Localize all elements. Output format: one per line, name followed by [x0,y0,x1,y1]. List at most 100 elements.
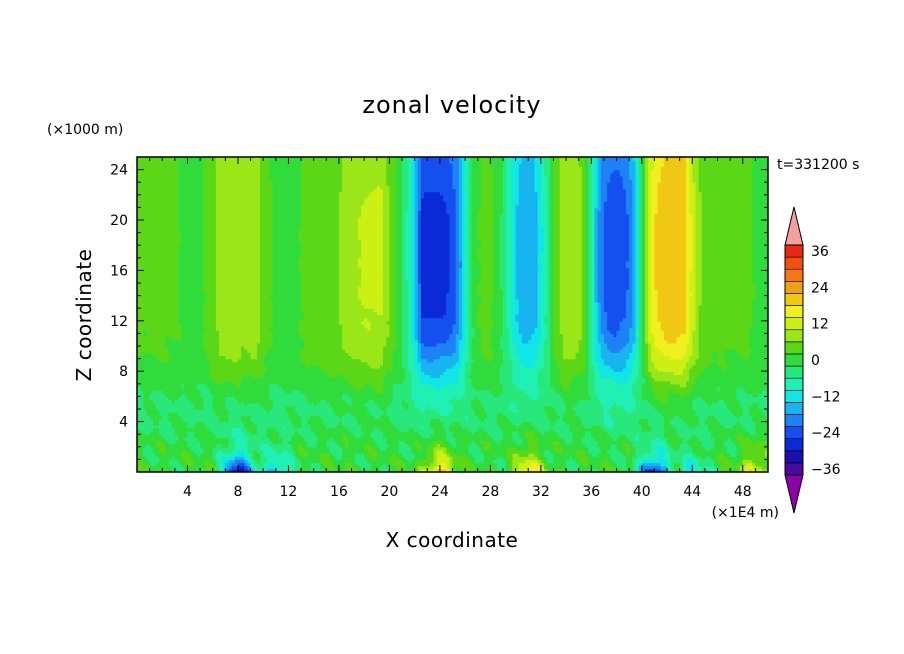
field-cell [256,238,261,243]
field-cell [196,364,201,369]
field-cell [215,409,220,413]
field-cell [237,251,242,256]
field-cell [193,276,198,281]
field-cell [253,336,258,341]
field-cell [143,160,148,164]
field-cell [241,179,245,183]
field-cell [178,201,182,205]
field-cell [241,311,245,316]
field-cell [155,374,160,379]
field-cell [165,292,170,297]
field-cell [155,257,160,262]
field-cell [184,437,189,442]
field-cell [178,412,182,416]
field-cell [250,368,255,372]
field-cell [256,355,261,360]
field-cell [222,163,226,168]
field-cell [190,361,195,366]
field-cell [263,311,267,316]
field-cell [250,235,255,240]
field-cell [190,342,195,347]
field-cell [222,358,226,363]
field-cell [244,431,249,435]
field-cell [203,440,208,445]
field-cell [219,468,223,472]
field-cell [152,185,157,190]
field-cell [193,317,198,322]
field-cell [241,424,245,429]
field-cell [155,201,160,205]
field-cell [178,172,182,177]
field-cell [215,157,220,161]
field-cell [165,182,170,186]
field-cell [187,446,192,451]
field-cell [140,314,144,319]
field-cell [152,456,157,460]
field-cell [203,453,208,457]
field-cell [146,283,151,287]
field-cell [231,160,236,164]
field-cell [241,276,245,281]
field-cell [200,349,204,353]
field-cell [244,409,249,413]
field-cell [140,374,144,379]
field-cell [200,446,204,451]
field-cell [206,383,211,388]
field-cell [152,339,157,344]
field-cell [225,336,230,341]
field-cell [178,339,182,344]
field-cell [184,377,189,382]
field-cell [260,333,264,338]
field-cell [174,305,179,309]
field-cell [200,393,204,397]
field-cell [247,342,252,347]
field-cell [206,374,211,379]
field-cell [234,216,239,221]
field-cell [149,210,154,215]
field-cell [206,251,211,256]
field-cell [155,254,160,259]
field-cell [263,415,267,420]
field-cell [200,418,204,423]
field-cell [165,330,170,334]
field-cell [171,308,176,312]
field-cell [193,207,198,212]
field-cell [260,226,264,231]
field-cell [266,254,271,259]
field-cell [137,465,141,470]
field-cell [155,311,160,316]
field-cell [263,371,267,375]
field-cell [263,260,267,265]
field-cell [152,270,157,275]
field-cell [168,245,173,249]
field-cell [266,242,271,246]
field-cell [212,459,217,464]
field-cell [140,223,144,227]
field-cell [237,453,242,457]
field-cell [171,336,176,341]
field-cell [244,323,249,328]
field-cell [212,415,217,420]
field-cell [256,339,261,344]
field-cell [143,412,148,416]
field-cell [152,314,157,319]
field-cell [260,446,264,451]
field-cell [250,197,255,202]
field-cell [152,465,157,470]
field-cell [250,355,255,360]
field-cell [219,383,223,388]
field-cell [193,163,198,168]
field-cell [193,229,198,234]
field-cell [168,427,173,432]
field-cell [231,377,236,382]
field-cell [260,213,264,218]
field-cell [181,213,185,218]
field-cell [212,182,217,186]
field-cell [178,166,182,171]
field-cell [234,415,239,420]
field-cell [253,238,258,243]
field-cell [244,295,249,300]
field-cell [209,201,214,205]
field-cell [250,377,255,382]
field-cell [178,194,182,199]
